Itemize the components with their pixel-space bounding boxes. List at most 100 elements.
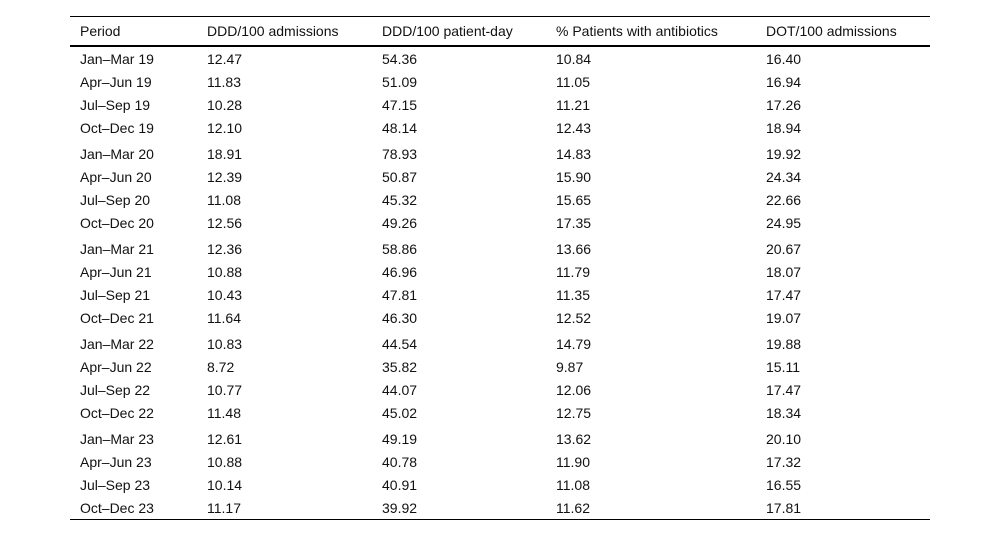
value-cell-ddd-100-patient-day: 49.19 [382, 430, 418, 447]
value-cell-ddd-100-admissions: 12.39 [207, 168, 243, 185]
value-cell-dot-100-admissions: 17.47 [766, 286, 802, 303]
value-cell-ddd-100-admissions: 11.08 [207, 191, 241, 208]
value-cell-ddd-100-admissions: 8.72 [207, 358, 235, 375]
value-cell-dot-100-admissions: 16.40 [766, 50, 802, 67]
value-cell-ddd-100-patient-day: 46.96 [382, 263, 418, 280]
period-cell: Apr–Jun 22 [80, 358, 152, 375]
table-row: Apr–Jun 21 10.88 46.96 11.79 18.07 [70, 260, 930, 283]
table-row: Jul–Sep 21 10.43 47.81 11.35 17.47 [70, 283, 930, 306]
column-header-pct-patients-with-antibiotics: % Patients with antibiotics [546, 16, 756, 47]
table-row: Oct–Dec 22 11.48 45.02 12.75 18.34 [70, 401, 930, 424]
period-cell: Oct–Dec 21 [80, 309, 154, 326]
value-cell-ddd-100-patient-day: 78.93 [382, 145, 418, 162]
table-row: Jul–Sep 19 10.28 47.15 11.21 17.26 [70, 93, 930, 116]
value-cell-ddd-100-admissions: 10.88 [207, 263, 243, 280]
value-cell-pct-patients-with-antibiotics: 14.79 [556, 335, 592, 352]
value-cell-ddd-100-admissions: 10.14 [207, 476, 243, 493]
period-cell: Oct–Dec 23 [80, 499, 154, 516]
value-cell-pct-patients-with-antibiotics: 12.43 [556, 119, 592, 136]
value-cell-dot-100-admissions: 16.55 [766, 476, 802, 493]
value-cell-ddd-100-patient-day: 48.14 [382, 119, 418, 136]
value-cell-ddd-100-admissions: 18.91 [207, 145, 243, 162]
header-row: Period DDD/100 admissions DDD/100 patient-… [70, 16, 930, 47]
value-cell-pct-patients-with-antibiotics: 11.08 [556, 476, 590, 493]
value-cell-pct-patients-with-antibiotics: 11.35 [556, 286, 590, 303]
value-cell-dot-100-admissions: 19.92 [766, 145, 802, 162]
period-cell: Apr–Jun 19 [80, 73, 152, 90]
period-cell: Jul–Sep 21 [80, 286, 151, 303]
table-row: Jan–Mar 23 12.61 49.19 13.62 20.10 [70, 424, 930, 450]
table-row: Apr–Jun 20 12.39 50.87 15.90 24.34 [70, 165, 930, 188]
table-row: Jan–Mar 22 10.83 44.54 14.79 19.88 [70, 329, 930, 355]
column-header-period: Period [70, 16, 197, 47]
value-cell-dot-100-admissions: 18.34 [766, 404, 802, 421]
value-cell-ddd-100-admissions: 11.48 [207, 404, 241, 421]
value-cell-pct-patients-with-antibiotics: 11.62 [556, 499, 590, 516]
value-cell-ddd-100-patient-day: 47.81 [382, 286, 418, 303]
value-cell-ddd-100-admissions: 11.83 [207, 73, 241, 90]
value-cell-ddd-100-admissions: 10.28 [207, 96, 243, 113]
value-cell-pct-patients-with-antibiotics: 17.35 [556, 214, 592, 231]
column-header-ddd-100-admissions: DDD/100 admissions [197, 16, 372, 47]
period-cell: Apr–Jun 20 [80, 168, 152, 185]
table-row: Oct–Dec 19 12.10 48.14 12.43 18.94 [70, 116, 930, 139]
value-cell-pct-patients-with-antibiotics: 12.06 [556, 381, 592, 398]
table-row: Oct–Dec 20 12.56 49.26 17.35 24.95 [70, 211, 930, 234]
period-cell: Jul–Sep 19 [80, 96, 151, 113]
value-cell-ddd-100-patient-day: 35.82 [382, 358, 418, 375]
value-cell-pct-patients-with-antibiotics: 15.90 [556, 168, 592, 185]
value-cell-pct-patients-with-antibiotics: 9.87 [556, 358, 584, 375]
table-row: Apr–Jun 23 10.88 40.78 11.90 17.32 [70, 450, 930, 473]
value-cell-ddd-100-patient-day: 45.32 [382, 191, 418, 208]
value-cell-dot-100-admissions: 15.11 [766, 358, 800, 375]
period-cell: Jul–Sep 22 [80, 381, 151, 398]
value-cell-pct-patients-with-antibiotics: 11.90 [556, 453, 590, 470]
period-cell: Jan–Mar 23 [80, 430, 154, 447]
value-cell-dot-100-admissions: 17.32 [766, 453, 802, 470]
value-cell-pct-patients-with-antibiotics: 11.21 [556, 96, 590, 113]
table-row: Oct–Dec 21 11.64 46.30 12.52 19.07 [70, 306, 930, 329]
table-row: Jan–Mar 19 12.47 54.36 10.84 16.40 [70, 46, 930, 70]
value-cell-dot-100-admissions: 19.88 [766, 335, 802, 352]
value-cell-dot-100-admissions: 17.26 [766, 96, 802, 113]
value-cell-ddd-100-admissions: 12.56 [207, 214, 243, 231]
period-cell: Oct–Dec 19 [80, 119, 154, 136]
value-cell-dot-100-admissions: 18.94 [766, 119, 802, 136]
value-cell-ddd-100-patient-day: 45.02 [382, 404, 418, 421]
period-cell: Jul–Sep 20 [80, 191, 151, 208]
period-cell: Jan–Mar 22 [80, 335, 154, 352]
value-cell-dot-100-admissions: 17.81 [766, 499, 802, 516]
value-cell-ddd-100-admissions: 10.43 [207, 286, 243, 303]
period-cell: Jan–Mar 20 [80, 145, 154, 162]
value-cell-ddd-100-patient-day: 39.92 [382, 499, 418, 516]
table-row: Oct–Dec 23 11.17 39.92 11.62 17.81 [70, 496, 930, 520]
value-cell-ddd-100-patient-day: 44.54 [382, 335, 418, 352]
period-cell: Jul–Sep 23 [80, 476, 151, 493]
table-row: Apr–Jun 19 11.83 51.09 11.05 16.94 [70, 70, 930, 93]
period-cell: Jan–Mar 21 [80, 240, 154, 257]
table-row: Jul–Sep 22 10.77 44.07 12.06 17.47 [70, 378, 930, 401]
table-row: Jan–Mar 21 12.36 58.86 13.66 20.67 [70, 234, 930, 260]
antibiotic-consumption-table: Period DDD/100 admissions DDD/100 patient-… [70, 16, 930, 520]
value-cell-dot-100-admissions: 22.66 [766, 191, 802, 208]
value-cell-pct-patients-with-antibiotics: 15.65 [556, 191, 592, 208]
column-header-ddd-100-patient-day: DDD/100 patient-day [372, 16, 546, 47]
column-header-dot-100-admissions: DOT/100 admissions [756, 16, 930, 47]
value-cell-ddd-100-admissions: 10.88 [207, 453, 243, 470]
value-cell-ddd-100-admissions: 10.77 [207, 381, 243, 398]
value-cell-ddd-100-patient-day: 40.91 [382, 476, 418, 493]
value-cell-ddd-100-admissions: 12.36 [207, 240, 243, 257]
period-cell: Apr–Jun 21 [80, 263, 152, 280]
value-cell-dot-100-admissions: 24.34 [766, 168, 802, 185]
value-cell-pct-patients-with-antibiotics: 11.05 [556, 73, 590, 90]
value-cell-ddd-100-patient-day: 40.78 [382, 453, 418, 470]
value-cell-ddd-100-admissions: 12.61 [207, 430, 243, 447]
period-cell: Oct–Dec 20 [80, 214, 154, 231]
value-cell-dot-100-admissions: 19.07 [766, 309, 802, 326]
value-cell-ddd-100-admissions: 10.83 [207, 335, 243, 352]
value-cell-ddd-100-admissions: 11.64 [207, 309, 241, 326]
period-cell: Apr–Jun 23 [80, 453, 152, 470]
table-row: Jul–Sep 23 10.14 40.91 11.08 16.55 [70, 473, 930, 496]
value-cell-ddd-100-patient-day: 58.86 [382, 240, 418, 257]
